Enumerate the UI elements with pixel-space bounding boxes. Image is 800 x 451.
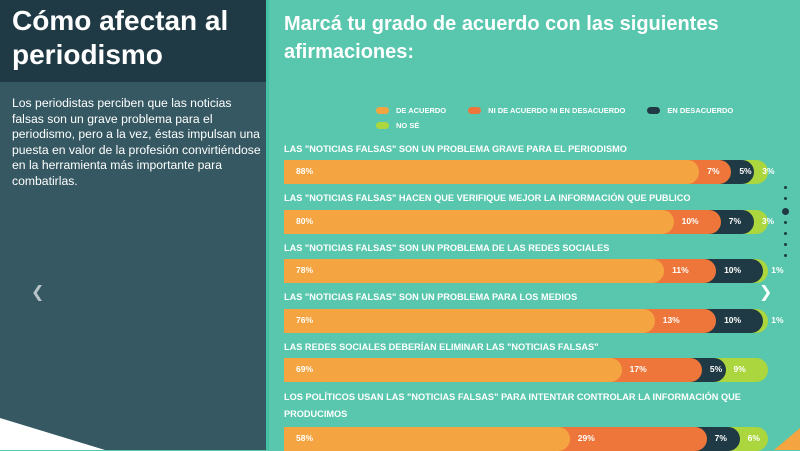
legend-label: NI DE ACUERDO NI EN DESACUERDO — [488, 106, 626, 115]
legend-swatch — [468, 107, 482, 114]
legend-item: EN DESACUERDO — [647, 104, 733, 118]
bar-value-label: 76% — [296, 315, 314, 325]
bar-value-label: 11% — [672, 265, 689, 275]
stacked-bar: 78% 11% 10% 1% — [284, 259, 784, 283]
bar-segment-de-acuerdo — [284, 210, 674, 234]
decorative-orange-corner — [774, 428, 800, 450]
legend-label: EN DESACUERDO — [667, 106, 734, 115]
bar-value-label: 7% — [707, 166, 720, 176]
chart-heading: Marcá tu grado de acuerdo con las siguie… — [284, 13, 719, 63]
divider — [266, 0, 269, 450]
bar-value-label: 29% — [577, 433, 595, 443]
bar-value-label: 7% — [714, 433, 727, 443]
bar-value-label: 78% — [296, 265, 314, 275]
bar-value-label: 17% — [629, 364, 647, 374]
bar-value-label: 9% — [733, 364, 746, 374]
pagination-dot[interactable] — [783, 197, 787, 200]
slide-pagination — [781, 186, 789, 265]
stacked-bar: 88% 7% 5% 3% — [284, 160, 775, 184]
chevron-left-icon[interactable]: ❮ — [31, 282, 45, 301]
page-title: Cómo afectan al periodismo — [12, 5, 229, 70]
pagination-dot[interactable] — [783, 186, 787, 189]
statement-label: LOS POLÍTICOS USAN LAS "NOTICIAS FALSAS"… — [284, 392, 741, 419]
bar-value-label: 6% — [747, 433, 760, 443]
legend-swatch — [376, 121, 389, 129]
bar-value-label: 5% — [709, 364, 723, 374]
pagination-dot[interactable] — [783, 254, 787, 257]
bar-value-label: 10% — [681, 216, 699, 226]
bar-segment-de-acuerdo — [284, 427, 570, 451]
intro-panel: Cómo afectan al periodismo Los periodist… — [0, 0, 266, 450]
statement-label: LAS "NOTICIAS FALSAS" SON UN PROBLEMA DE… — [284, 243, 610, 253]
bar-value-label: 10% — [724, 265, 742, 275]
legend: DE ACUERDO NI DE ACUERDO NI EN DESACUERDO… — [376, 99, 776, 132]
bar-value-label: 13% — [662, 315, 680, 325]
stacked-bar: 80% 10% 7% 3% — [284, 210, 774, 234]
pagination-dot[interactable] — [783, 221, 787, 224]
bar-value-label: 1% — [771, 315, 784, 325]
pagination-dot[interactable] — [783, 232, 787, 235]
legend-swatch — [376, 107, 389, 114]
chevron-right-icon[interactable]: ❯ — [759, 282, 773, 301]
legend-item: NO SÉ — [376, 118, 754, 132]
bar-value-label: 10% — [724, 315, 742, 325]
legend-label: DE ACUERDO — [396, 106, 447, 115]
bar-value-label: 7% — [728, 216, 742, 226]
bar-value-label: 58% — [296, 433, 314, 443]
stacked-bar: 58% 29% 7% 6% — [284, 427, 768, 451]
bar-value-label: 5% — [739, 166, 752, 176]
bar-value-label: 1% — [771, 265, 784, 275]
bar-segment-de-acuerdo — [284, 259, 665, 283]
legend-item: NI DE ACUERDO NI EN DESACUERDO — [468, 104, 625, 118]
bar-value-label: 3% — [761, 216, 775, 226]
bar-value-label: 69% — [296, 364, 314, 374]
bar-segment-de-acuerdo — [284, 309, 655, 333]
statement-label: LAS "NOTICIAS FALSAS" HACEN QUE VERIFIQU… — [284, 193, 691, 203]
statement-label: LAS "NOTICIAS FALSAS" SON UN PROBLEMA GR… — [284, 144, 627, 154]
pagination-dot[interactable] — [783, 243, 787, 246]
stacked-bar: 76% 13% 10% 1% — [284, 309, 784, 333]
statement-label: LAS REDES SOCIALES DEBERÍAN ELIMINAR LAS… — [284, 342, 599, 352]
stacked-bar: 69% 17% 5% 9% — [284, 358, 768, 382]
bar-segment-de-acuerdo — [284, 160, 700, 184]
legend-swatch — [647, 107, 661, 114]
statement-label: LAS "NOTICIAS FALSAS" SON UN PROBLEMA PA… — [284, 292, 578, 302]
pagination-dot[interactable] — [781, 208, 789, 215]
bar-value-label: 3% — [762, 166, 775, 176]
legend-label: NO SÉ — [396, 120, 420, 130]
bar-value-label: 80% — [296, 216, 314, 226]
bar-segment-de-acuerdo — [284, 358, 622, 382]
intro-description: Los periodistas perciben que las noticia… — [12, 96, 261, 188]
bar-value-label: 88% — [296, 166, 314, 176]
decorative-white-shape — [0, 418, 105, 450]
legend-item: DE ACUERDO — [376, 104, 446, 118]
intro-header — [0, 0, 266, 82]
